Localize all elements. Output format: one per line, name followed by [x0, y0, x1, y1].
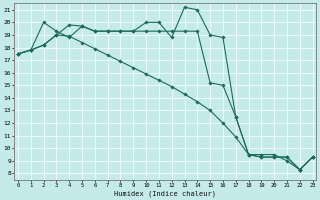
X-axis label: Humidex (Indice chaleur): Humidex (Indice chaleur) — [114, 190, 216, 197]
